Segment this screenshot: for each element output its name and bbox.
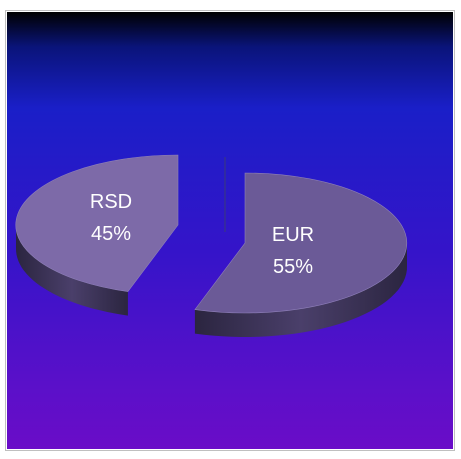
slice-label-eur: EUR	[272, 224, 314, 246]
slice-eur[interactable]	[194, 172, 408, 314]
slice-value-rsd: 45%	[91, 223, 131, 245]
slice-side-rsd	[16, 223, 128, 316]
slice-rsd[interactable]	[15, 154, 179, 292]
slice-value-eur: 55%	[273, 256, 313, 278]
slice-label-rsd: RSD	[90, 191, 132, 213]
